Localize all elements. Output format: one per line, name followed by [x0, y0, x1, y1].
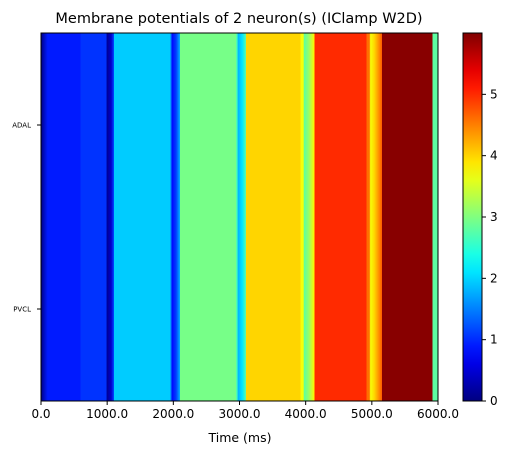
x-tick-label: 3000.0: [219, 407, 261, 421]
row-label: PVCL: [13, 306, 31, 314]
x-tick-label: 0.0: [31, 407, 50, 421]
colorbar: [463, 33, 482, 401]
colorbar-tick-label: 3: [490, 210, 498, 224]
x-axis-ticks: 0.0 1000.0 2000.0 3000.0 4000.0 5000.0 6000.0: [31, 401, 459, 421]
x-tick-label: 6000.0: [417, 407, 459, 421]
colorbar-ticks: 0 1 2 3 4 5: [482, 87, 498, 408]
colorbar-tick-label: 0: [490, 394, 498, 408]
row-label: ADAL: [12, 122, 31, 130]
x-tick-label: 4000.0: [285, 407, 327, 421]
colorbar-tick-label: 4: [490, 149, 498, 163]
chart-title: Membrane potentials of 2 neuron(s) (ICla…: [55, 11, 422, 27]
colorbar-tick-label: 1: [490, 333, 498, 347]
colorbar-tick-label: 2: [490, 271, 498, 285]
heatmap-area: [41, 33, 438, 401]
x-tick-label: 5000.0: [351, 407, 393, 421]
colorbar-tick-label: 5: [490, 87, 498, 101]
row-labels: ADAL PVCL: [12, 122, 41, 314]
x-axis-label: Time (ms): [207, 430, 271, 445]
x-tick-label: 2000.0: [152, 407, 194, 421]
x-tick-label: 1000.0: [86, 407, 128, 421]
